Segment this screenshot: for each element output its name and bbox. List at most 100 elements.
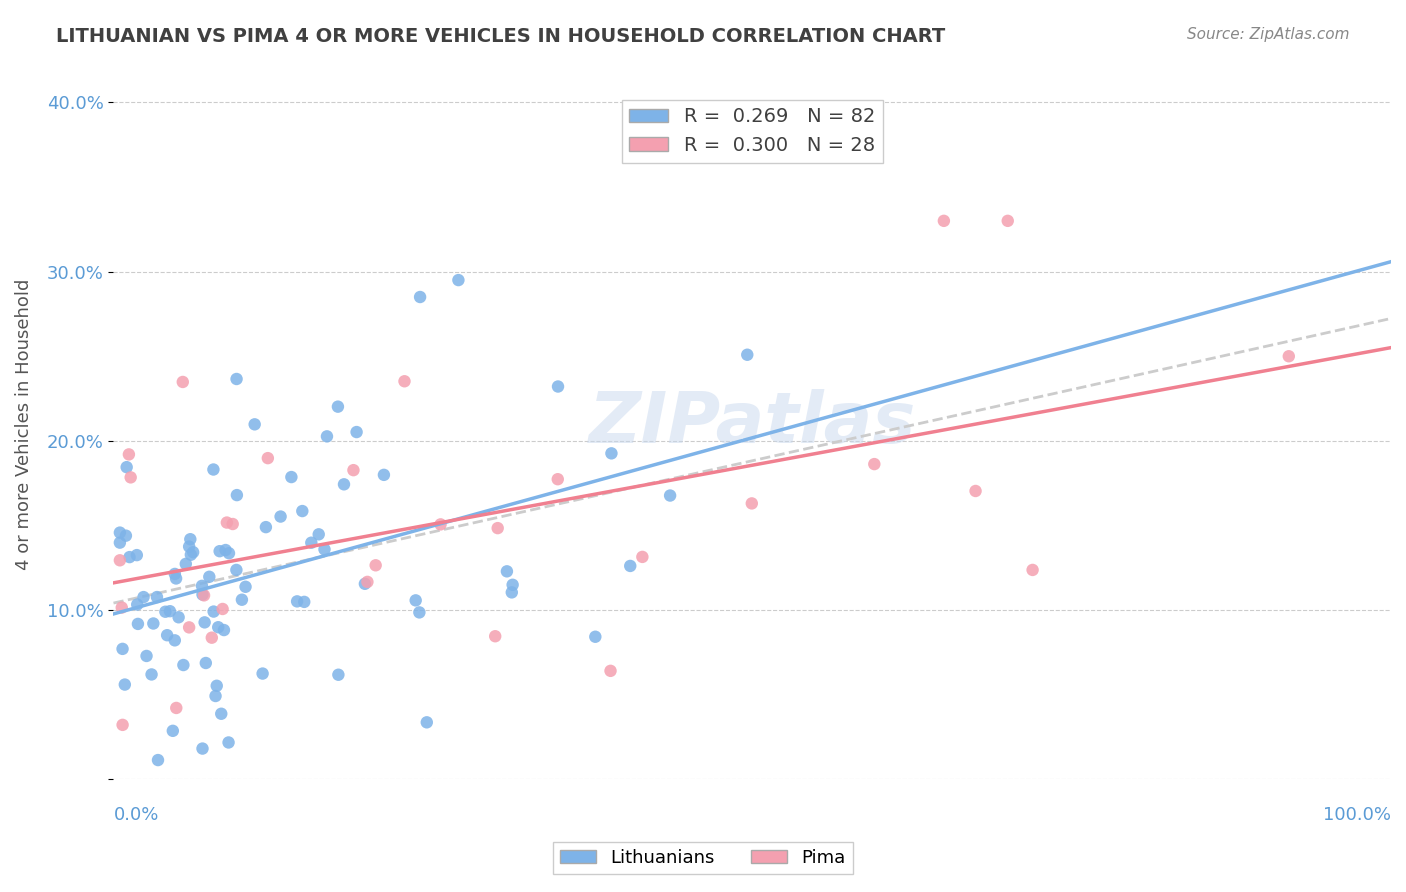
Point bbox=[198, 570, 221, 584]
Point bbox=[333, 477, 356, 491]
Point bbox=[172, 658, 194, 673]
Point bbox=[108, 535, 131, 549]
Point bbox=[211, 602, 233, 616]
Point bbox=[863, 457, 886, 471]
Point bbox=[326, 400, 349, 414]
Point bbox=[429, 517, 451, 532]
Point bbox=[179, 620, 201, 634]
Point bbox=[231, 592, 253, 607]
Legend: Lithuanians, Pima: Lithuanians, Pima bbox=[553, 842, 853, 874]
Point bbox=[496, 565, 519, 579]
Point bbox=[118, 550, 141, 565]
Point bbox=[162, 723, 184, 738]
Point bbox=[416, 715, 439, 730]
Point bbox=[280, 470, 302, 484]
Point bbox=[194, 615, 217, 630]
Point bbox=[181, 545, 204, 559]
Point bbox=[408, 606, 430, 620]
Point bbox=[207, 620, 229, 634]
Point bbox=[447, 273, 470, 287]
Text: 100.0%: 100.0% bbox=[1323, 806, 1391, 824]
Point bbox=[256, 451, 278, 466]
Point bbox=[115, 460, 138, 475]
Point bbox=[174, 557, 197, 571]
Point bbox=[1021, 563, 1043, 577]
Point bbox=[111, 600, 134, 615]
Point bbox=[108, 553, 131, 567]
Point bbox=[997, 214, 1019, 228]
Point bbox=[735, 348, 758, 362]
Point bbox=[114, 677, 136, 691]
Point bbox=[659, 489, 682, 503]
Point bbox=[364, 558, 387, 573]
Point bbox=[167, 610, 190, 624]
Point bbox=[209, 706, 232, 721]
Point bbox=[600, 446, 623, 460]
Point bbox=[172, 375, 194, 389]
Point bbox=[132, 590, 155, 604]
Point bbox=[163, 566, 186, 581]
Point bbox=[270, 509, 292, 524]
Point bbox=[501, 585, 523, 599]
Point bbox=[599, 664, 621, 678]
Point bbox=[127, 616, 149, 631]
Point bbox=[165, 701, 187, 715]
Point bbox=[235, 580, 257, 594]
Point bbox=[394, 374, 416, 388]
Point bbox=[583, 630, 606, 644]
Point bbox=[141, 667, 163, 681]
Point bbox=[212, 623, 235, 637]
Point bbox=[243, 417, 266, 432]
Point bbox=[165, 571, 187, 585]
Point bbox=[547, 472, 569, 486]
Point bbox=[155, 605, 177, 619]
Point bbox=[142, 616, 165, 631]
Point bbox=[179, 540, 201, 554]
Point bbox=[120, 470, 142, 484]
Point bbox=[619, 558, 641, 573]
Point bbox=[159, 604, 181, 618]
Point bbox=[191, 741, 214, 756]
Point bbox=[346, 425, 368, 439]
Point bbox=[409, 290, 432, 304]
Point bbox=[135, 648, 157, 663]
Point bbox=[115, 529, 138, 543]
Point bbox=[202, 605, 225, 619]
Point bbox=[193, 588, 215, 602]
Point bbox=[194, 656, 217, 670]
Point bbox=[180, 548, 202, 562]
Point bbox=[225, 488, 247, 502]
Point bbox=[308, 527, 330, 541]
Point bbox=[741, 496, 763, 510]
Point bbox=[201, 631, 224, 645]
Point bbox=[214, 543, 236, 558]
Point bbox=[342, 463, 364, 477]
Point bbox=[111, 718, 134, 732]
Point bbox=[405, 593, 427, 607]
Text: Source: ZipAtlas.com: Source: ZipAtlas.com bbox=[1187, 27, 1350, 42]
Point bbox=[631, 549, 654, 564]
Point bbox=[191, 579, 214, 593]
Point bbox=[118, 447, 141, 461]
Point bbox=[205, 679, 228, 693]
Point bbox=[292, 595, 315, 609]
Point bbox=[316, 429, 339, 443]
Point bbox=[111, 641, 134, 656]
Point bbox=[146, 753, 169, 767]
Point bbox=[191, 588, 214, 602]
Y-axis label: 4 or more Vehicles in Household: 4 or more Vehicles in Household bbox=[15, 278, 32, 570]
Point bbox=[486, 521, 509, 535]
Point bbox=[254, 520, 277, 534]
Text: ZIPatlas: ZIPatlas bbox=[589, 390, 915, 458]
Point bbox=[146, 590, 169, 604]
Point bbox=[163, 633, 186, 648]
Point bbox=[208, 544, 231, 558]
Point bbox=[218, 735, 240, 749]
Point bbox=[225, 563, 247, 577]
Point bbox=[225, 372, 247, 386]
Point bbox=[108, 525, 131, 540]
Point bbox=[218, 546, 240, 560]
Legend: R =  0.269   N = 82, R =  0.300   N = 28: R = 0.269 N = 82, R = 0.300 N = 28 bbox=[621, 100, 883, 163]
Point bbox=[156, 628, 179, 642]
Point bbox=[1278, 349, 1301, 363]
